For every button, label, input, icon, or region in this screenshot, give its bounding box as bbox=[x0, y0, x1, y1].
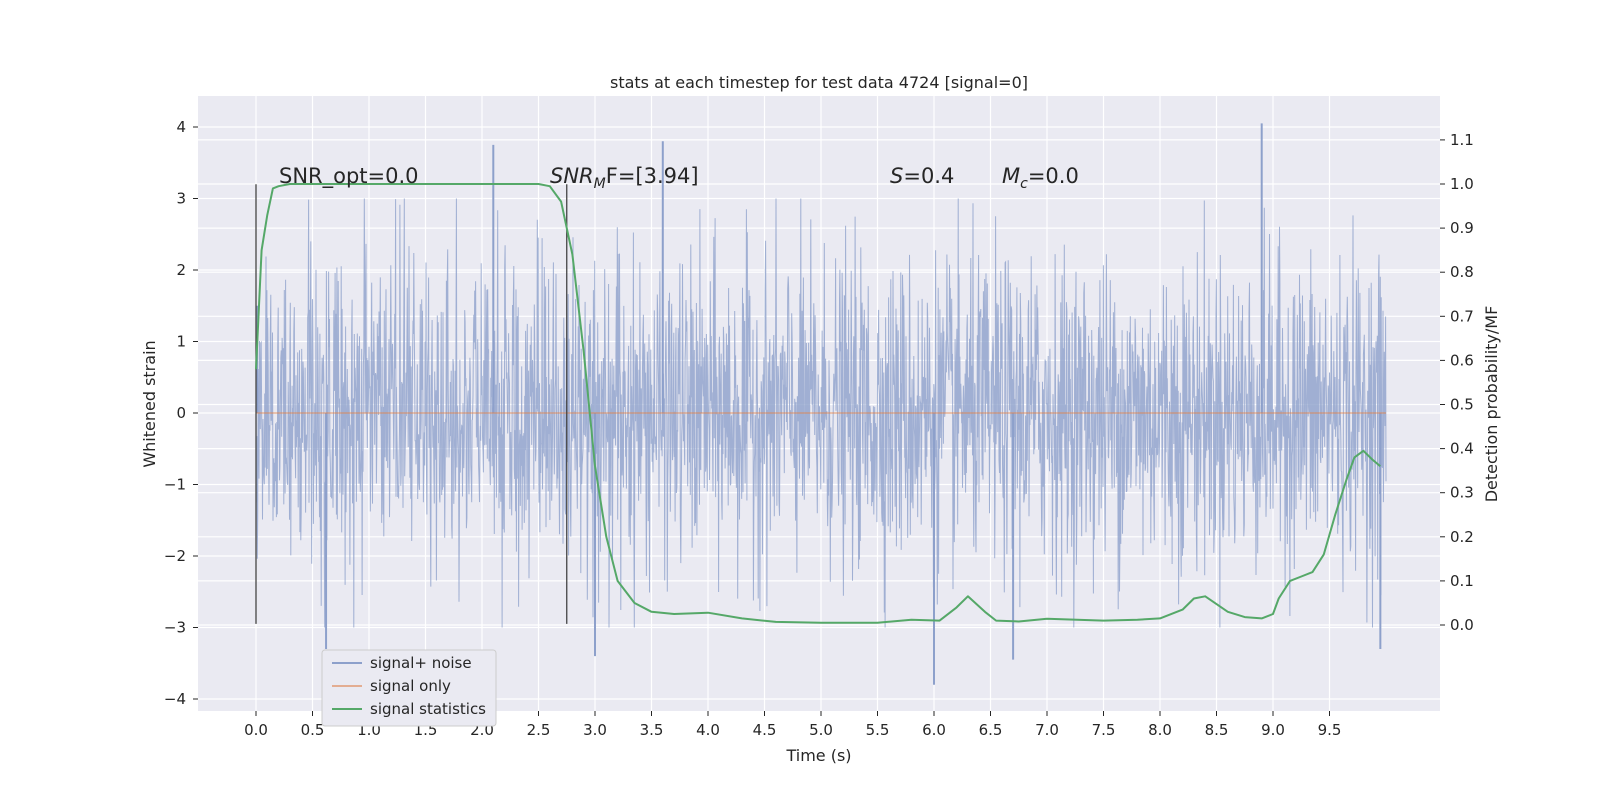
tick-labels: 0.0 0.5 1.0 1.5 2.0 2.5 3.0 3.5 4.0 4.5 5.0 5.5 6.0 6… bbox=[164, 118, 1474, 739]
y-right-tick-label: 1.0 bbox=[1450, 175, 1474, 193]
x-tick-label: 0.0 bbox=[244, 721, 268, 739]
x-tick-label: 3.0 bbox=[583, 721, 607, 739]
x-tick-label: 7.0 bbox=[1035, 721, 1059, 739]
y-left-tick-label: −3 bbox=[164, 619, 186, 637]
y-right-tick-label: 0.6 bbox=[1450, 351, 1474, 369]
series-signal-statistics bbox=[255, 183, 1381, 624]
legend-label-signal-plus-noise: signal+ noise bbox=[370, 654, 472, 672]
y-right-tick-label: 0.5 bbox=[1450, 396, 1474, 414]
y-left-tick-label: 1 bbox=[176, 333, 186, 351]
y-axis-label-left: Whitened strain bbox=[140, 340, 159, 467]
legend: signal+ noise signal only signal statist… bbox=[321, 649, 497, 727]
x-tick-label: 9.0 bbox=[1261, 721, 1285, 739]
annotation-mc: Mc=0.0 bbox=[1002, 164, 1079, 192]
signal-statistics-line bbox=[255, 183, 1381, 624]
annotation-snr-mf: SNRMF=[3.94] bbox=[550, 164, 699, 192]
annotation-s: S=0.4 bbox=[890, 164, 954, 188]
chart-title: stats at each timestep for test data 472… bbox=[610, 73, 1028, 92]
x-tick-label: 4.5 bbox=[753, 721, 777, 739]
x-tick-label: 8.0 bbox=[1148, 721, 1172, 739]
y-left-tick-label: 2 bbox=[176, 261, 186, 279]
y-right-tick-label: 0.1 bbox=[1450, 572, 1474, 590]
x-tick-label: 0.5 bbox=[301, 721, 325, 739]
x-tick-label: 9.5 bbox=[1318, 721, 1342, 739]
y-right-tick-label: 0.9 bbox=[1450, 219, 1474, 237]
series-signal-plus-noise bbox=[255, 123, 1387, 685]
x-axis-label: Time (s) bbox=[785, 746, 851, 765]
y-right-tick-label: 1.1 bbox=[1450, 131, 1474, 149]
y-right-tick-label: 0.2 bbox=[1450, 528, 1474, 546]
y-right-tick-label: 0.8 bbox=[1450, 263, 1474, 281]
y-left-tick-label: −4 bbox=[164, 690, 186, 708]
x-tick-label: 7.5 bbox=[1092, 721, 1116, 739]
y-axis-label-right: Detection probability/MF bbox=[1482, 306, 1501, 503]
y-right-tick-label: 0.0 bbox=[1450, 616, 1474, 634]
x-tick-label: 3.5 bbox=[640, 721, 664, 739]
legend-label-signal-statistics: signal statistics bbox=[370, 700, 486, 718]
y-left-tick-label: −1 bbox=[164, 476, 186, 494]
signal-plus-noise-line bbox=[255, 198, 1387, 628]
y-left-tick-label: 3 bbox=[176, 190, 186, 208]
x-tick-label: 8.5 bbox=[1205, 721, 1229, 739]
annotation-snr-opt: SNR_opt=0.0 bbox=[279, 164, 419, 189]
legend-label-signal-only: signal only bbox=[370, 677, 451, 695]
x-tick-label: 5.0 bbox=[809, 721, 833, 739]
y-right-tick-label: 0.4 bbox=[1450, 440, 1474, 458]
x-tick-label: 5.5 bbox=[866, 721, 890, 739]
y-left-tick-label: 4 bbox=[176, 118, 186, 136]
y-left-tick-label: −2 bbox=[164, 547, 186, 565]
x-tick-label: 6.5 bbox=[979, 721, 1003, 739]
y-left-tick-label: 0 bbox=[176, 404, 186, 422]
y-right-tick-label: 0.7 bbox=[1450, 307, 1474, 325]
x-tick-label: 6.0 bbox=[922, 721, 946, 739]
vertical-markers bbox=[255, 184, 568, 624]
x-tick-label: 2.5 bbox=[527, 721, 551, 739]
y-right-tick-label: 0.3 bbox=[1450, 484, 1474, 502]
legend-box bbox=[321, 649, 497, 727]
x-tick-label: 4.0 bbox=[696, 721, 720, 739]
